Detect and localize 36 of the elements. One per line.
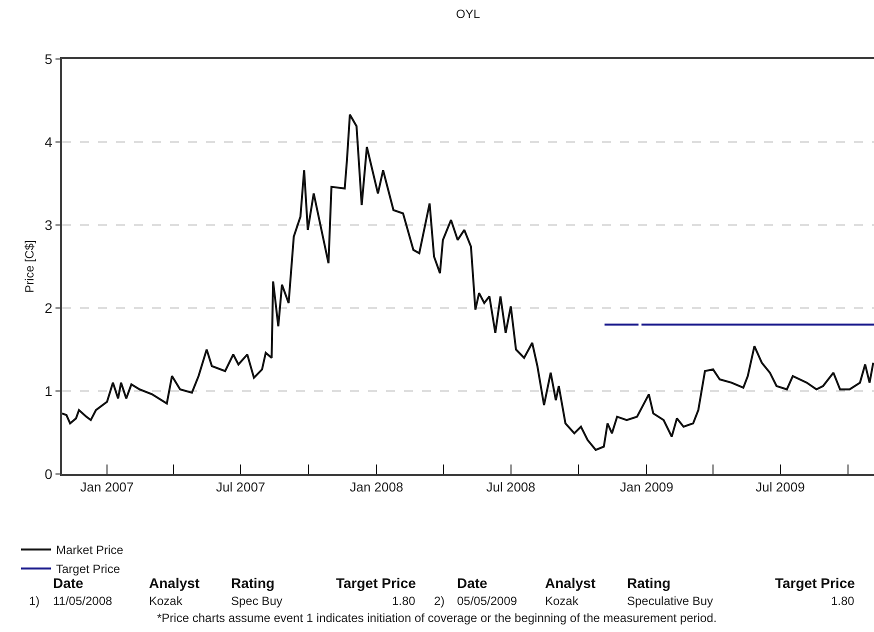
y-tick-label: 2 bbox=[44, 300, 53, 316]
y-axis-title: Price [C$] bbox=[22, 240, 36, 293]
text: Date bbox=[457, 575, 488, 591]
x-tick-label: Jan 2008 bbox=[350, 479, 404, 494]
x-tick-label: Jan 2009 bbox=[620, 479, 674, 494]
text: Analyst bbox=[545, 575, 596, 591]
text: Kozak bbox=[149, 594, 184, 608]
x-tick-label: Jul 2008 bbox=[486, 479, 536, 494]
text: 11/05/2008 bbox=[53, 594, 112, 608]
text: 1.80 bbox=[392, 594, 416, 608]
x-tick-label: Jan 2007 bbox=[80, 479, 134, 494]
legend-label: Market Price bbox=[56, 543, 124, 558]
line-series bbox=[62, 114, 874, 451]
text: *Price charts assume event 1 indicates initiation of coverage or the beginning of the measurement period. bbox=[157, 611, 717, 625]
legend-label: Target Price bbox=[56, 562, 120, 576]
text: Kozak bbox=[545, 594, 580, 608]
y-tick-label: 3 bbox=[44, 216, 53, 233]
x-tick-label: Jul 2007 bbox=[216, 479, 266, 494]
text: Rating bbox=[231, 575, 275, 591]
text: Analyst bbox=[149, 575, 200, 591]
y-tick-label: 4 bbox=[44, 134, 53, 150]
text: Target Price bbox=[775, 575, 856, 591]
text: Date bbox=[53, 575, 84, 591]
y-tick-label: 1 bbox=[44, 382, 53, 399]
y-tick-label: 5 bbox=[44, 50, 53, 67]
text: 2) bbox=[434, 594, 445, 608]
text: 05/05/2009 bbox=[457, 594, 518, 608]
chart-title: OYL bbox=[456, 7, 480, 22]
text: 1) bbox=[29, 594, 40, 608]
text: Rating bbox=[627, 575, 671, 591]
x-tick-label: Jul 2009 bbox=[756, 479, 805, 494]
text: Spec Buy bbox=[231, 594, 282, 608]
text: 1.80 bbox=[831, 594, 855, 608]
y-tick-label: 0 bbox=[44, 466, 53, 482]
text: Target Price bbox=[336, 575, 416, 591]
text: Speculative Buy bbox=[627, 594, 714, 608]
